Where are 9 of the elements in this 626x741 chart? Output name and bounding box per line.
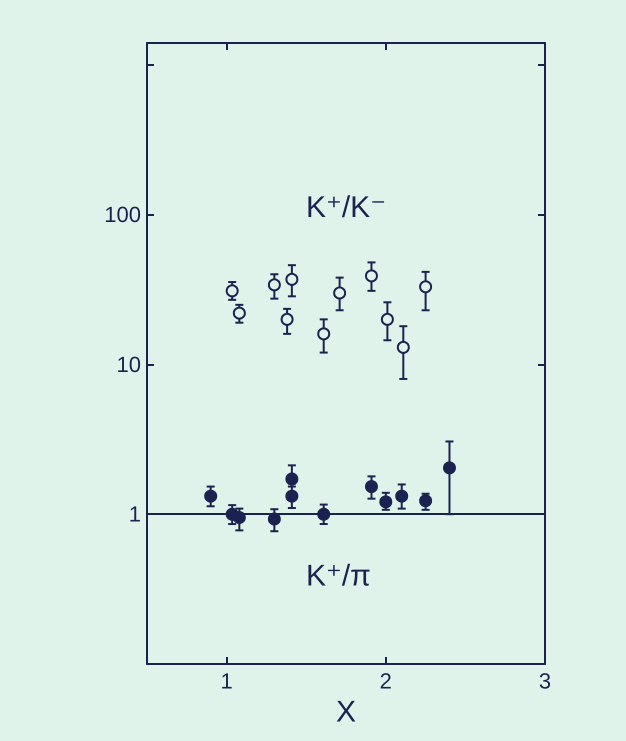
x-axis-title: X: [336, 695, 356, 728]
y-tick-label: 1: [128, 502, 141, 527]
x-tick-label: 3: [538, 668, 552, 694]
series-label: K⁺/K⁻: [306, 190, 386, 224]
series-label: K⁺/π: [306, 560, 371, 593]
x-tick-label: 2: [380, 668, 392, 694]
x-tick-label: 1: [220, 668, 233, 694]
y-tick-label: 100: [104, 202, 141, 228]
y-tick-label: 10: [116, 352, 141, 377]
